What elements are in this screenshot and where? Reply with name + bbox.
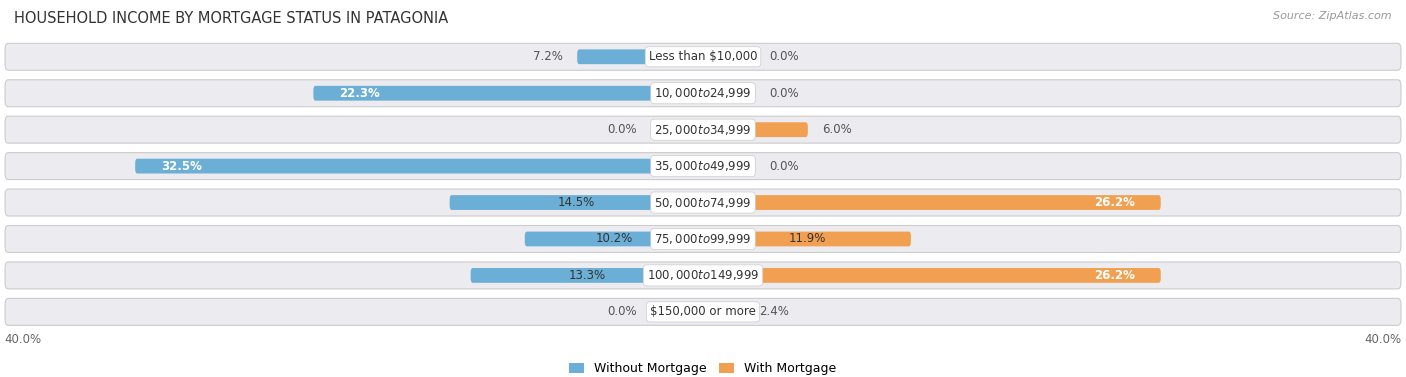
FancyBboxPatch shape [135,159,703,173]
FancyBboxPatch shape [703,231,911,247]
FancyBboxPatch shape [6,225,1400,253]
Text: $50,000 to $74,999: $50,000 to $74,999 [654,196,752,210]
Text: 0.0%: 0.0% [607,305,637,318]
FancyBboxPatch shape [703,195,1161,210]
Text: $35,000 to $49,999: $35,000 to $49,999 [654,159,752,173]
FancyBboxPatch shape [578,49,703,64]
FancyBboxPatch shape [651,305,703,319]
FancyBboxPatch shape [651,122,703,137]
Text: 40.0%: 40.0% [1365,333,1402,346]
Text: $75,000 to $99,999: $75,000 to $99,999 [654,232,752,246]
Text: 14.5%: 14.5% [558,196,595,209]
Text: 26.2%: 26.2% [1094,196,1135,209]
FancyBboxPatch shape [471,268,703,283]
Text: Less than $10,000: Less than $10,000 [648,50,758,63]
FancyBboxPatch shape [703,305,745,319]
FancyBboxPatch shape [703,159,755,173]
Text: 0.0%: 0.0% [769,87,799,100]
Text: 7.2%: 7.2% [533,50,564,63]
Legend: Without Mortgage, With Mortgage: Without Mortgage, With Mortgage [569,362,837,375]
FancyBboxPatch shape [703,122,808,137]
Text: $10,000 to $24,999: $10,000 to $24,999 [654,86,752,100]
Text: 10.2%: 10.2% [595,233,633,245]
Text: 0.0%: 0.0% [607,123,637,136]
FancyBboxPatch shape [450,195,703,210]
FancyBboxPatch shape [6,116,1400,143]
FancyBboxPatch shape [703,49,755,64]
FancyBboxPatch shape [6,43,1400,70]
FancyBboxPatch shape [6,262,1400,289]
Text: Source: ZipAtlas.com: Source: ZipAtlas.com [1274,11,1392,21]
FancyBboxPatch shape [314,86,703,101]
Text: $100,000 to $149,999: $100,000 to $149,999 [647,268,759,282]
FancyBboxPatch shape [703,268,1161,283]
Text: 26.2%: 26.2% [1094,269,1135,282]
Text: 2.4%: 2.4% [759,305,789,318]
Text: $150,000 or more: $150,000 or more [650,305,756,318]
Text: 6.0%: 6.0% [821,123,852,136]
Text: 22.3%: 22.3% [340,87,381,100]
FancyBboxPatch shape [6,80,1400,107]
FancyBboxPatch shape [703,86,755,101]
Text: 0.0%: 0.0% [769,159,799,173]
Text: 40.0%: 40.0% [4,333,41,346]
FancyBboxPatch shape [6,189,1400,216]
FancyBboxPatch shape [6,298,1400,325]
Text: 13.3%: 13.3% [568,269,606,282]
Text: 32.5%: 32.5% [162,159,202,173]
FancyBboxPatch shape [524,231,703,247]
Text: $25,000 to $34,999: $25,000 to $34,999 [654,123,752,137]
Text: 0.0%: 0.0% [769,50,799,63]
FancyBboxPatch shape [6,153,1400,179]
Text: HOUSEHOLD INCOME BY MORTGAGE STATUS IN PATAGONIA: HOUSEHOLD INCOME BY MORTGAGE STATUS IN P… [14,11,449,26]
Text: 11.9%: 11.9% [789,233,825,245]
